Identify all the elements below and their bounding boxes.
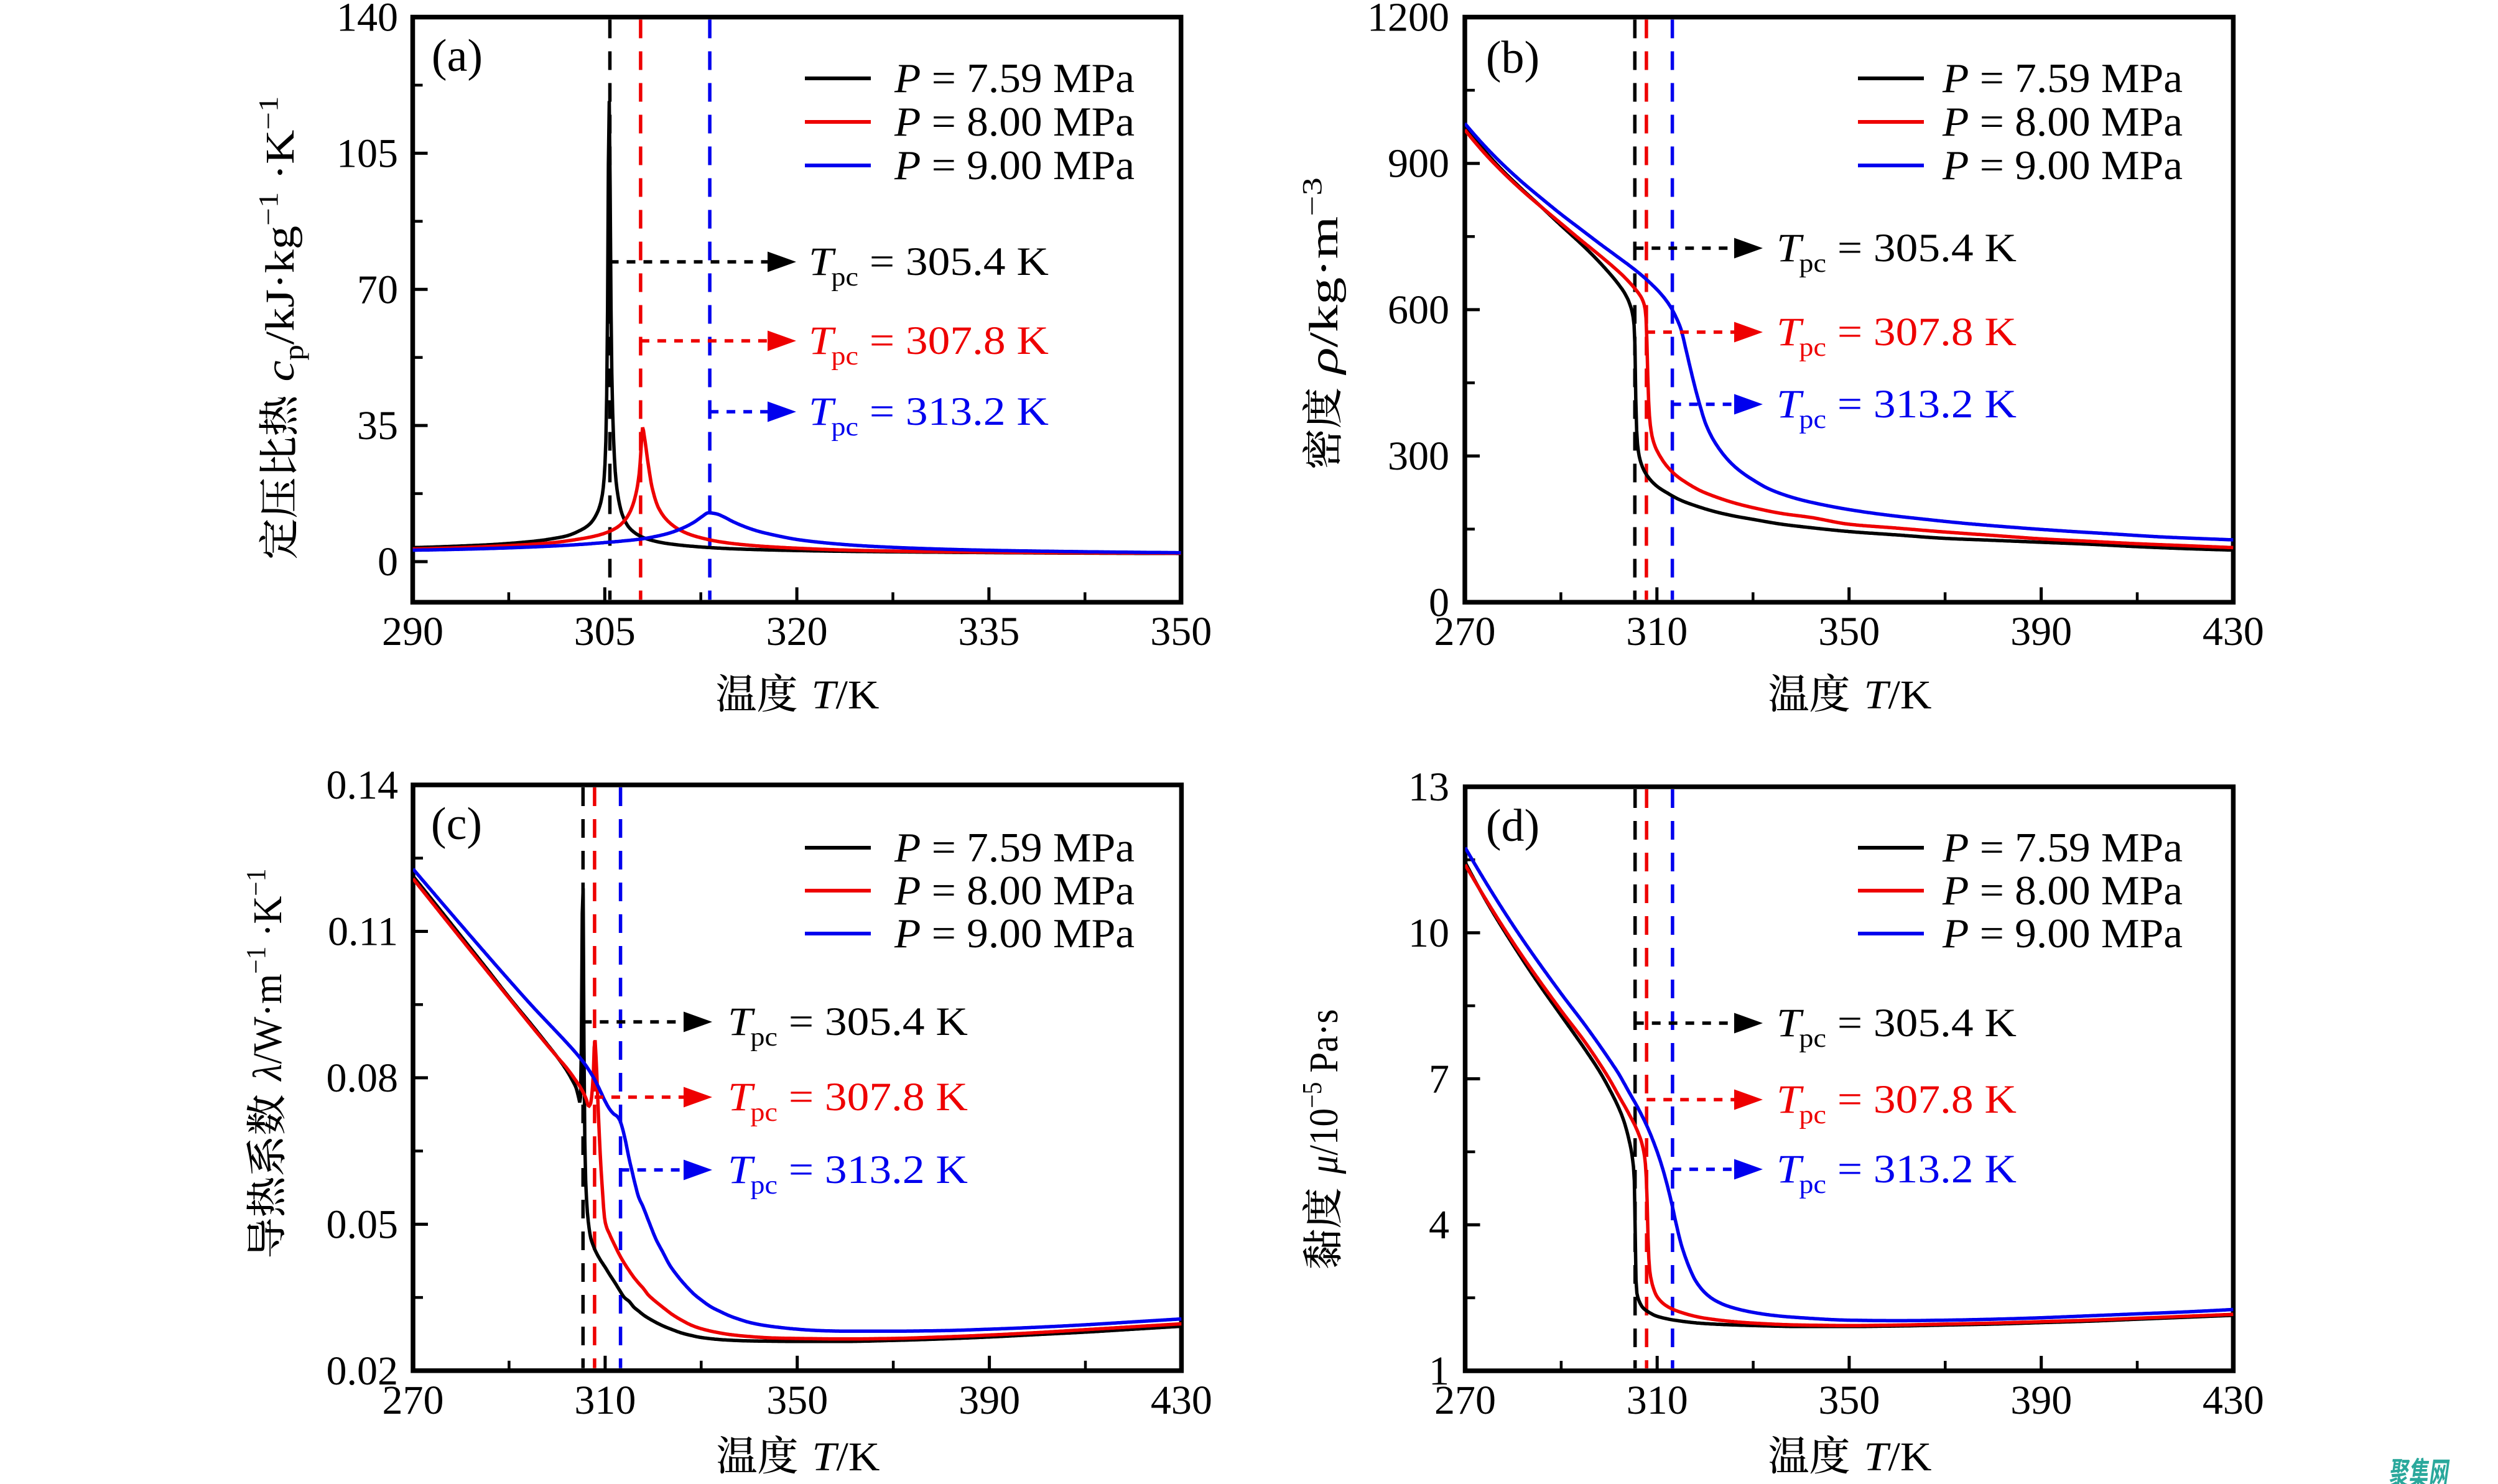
svg-text:Tpc = 307.8 K: Tpc = 307.8 K — [1776, 310, 2017, 362]
svg-text:(c): (c) — [431, 799, 482, 850]
svg-text:4: 4 — [1429, 1202, 1449, 1248]
svg-text:P = 9.00 MPa: P = 9.00 MPa — [1942, 142, 2183, 188]
svg-text:350: 350 — [1818, 609, 1880, 654]
svg-text:390: 390 — [959, 1378, 1020, 1423]
svg-text:(d): (d) — [1486, 800, 1539, 851]
svg-text:350: 350 — [1818, 1378, 1880, 1423]
svg-text:P = 8.00 MPa: P = 8.00 MPa — [894, 99, 1135, 145]
svg-text:320: 320 — [766, 609, 828, 654]
svg-text:P = 7.59 MPa: P = 7.59 MPa — [1942, 55, 2183, 101]
svg-text:Tpc = 307.8 K: Tpc = 307.8 K — [728, 1075, 968, 1127]
svg-text:430: 430 — [2203, 1378, 2264, 1423]
svg-text:1: 1 — [1429, 1348, 1449, 1394]
svg-text:105: 105 — [337, 131, 398, 176]
svg-text:P = 9.00 MPa: P = 9.00 MPa — [894, 142, 1135, 188]
svg-text:35: 35 — [357, 403, 398, 448]
svg-text:140: 140 — [337, 0, 398, 40]
svg-text:390: 390 — [2010, 609, 2072, 654]
svg-text:70: 70 — [357, 267, 398, 312]
svg-text:(b): (b) — [1486, 32, 1539, 83]
svg-text:P = 9.00 MPa: P = 9.00 MPa — [894, 911, 1135, 957]
svg-text:λ/W·m−1 ·K−1: λ/W·m−1 ·K−1 — [241, 869, 290, 1082]
svg-text:13: 13 — [1408, 764, 1449, 810]
svg-text:μ/10−5 Pa·s: μ/10−5 Pa·s — [1297, 1009, 1347, 1175]
svg-text:0: 0 — [1429, 580, 1449, 625]
svg-text:Tpc = 305.4 K: Tpc = 305.4 K — [809, 239, 1049, 292]
svg-text:600: 600 — [1388, 287, 1449, 333]
svg-text:270: 270 — [383, 1378, 444, 1423]
svg-text:430: 430 — [2203, 609, 2264, 654]
svg-text:cp/kJ·kg−1 ·K−1: cp/kJ·kg−1 ·K−1 — [253, 96, 309, 382]
svg-text:290: 290 — [382, 609, 443, 654]
svg-text:0.08: 0.08 — [327, 1055, 399, 1101]
svg-text:T/K: T/K — [1864, 1434, 1932, 1480]
svg-text:(a): (a) — [432, 30, 483, 81]
svg-text:310: 310 — [574, 1378, 636, 1423]
svg-text:0.14: 0.14 — [327, 763, 399, 808]
svg-text:P = 8.00 MPa: P = 8.00 MPa — [894, 868, 1135, 914]
svg-text:350: 350 — [1150, 609, 1212, 654]
svg-text:Tpc = 305.4 K: Tpc = 305.4 K — [1776, 226, 2017, 278]
svg-text:0.05: 0.05 — [327, 1202, 399, 1247]
svg-text:310: 310 — [1627, 1378, 1688, 1423]
svg-text:Tpc = 307.8 K: Tpc = 307.8 K — [809, 318, 1049, 371]
svg-text:Tpc = 313.2 K: Tpc = 313.2 K — [1776, 1147, 2017, 1199]
svg-text:7: 7 — [1429, 1057, 1449, 1102]
svg-text:310: 310 — [1626, 609, 1688, 654]
svg-text:ρ/kg·m−3: ρ/kg·m−3 — [1297, 177, 1347, 376]
svg-text:P = 7.59 MPa: P = 7.59 MPa — [894, 825, 1135, 871]
svg-text:Tpc = 307.8 K: Tpc = 307.8 K — [1776, 1077, 2017, 1129]
svg-text:Tpc = 313.2 K: Tpc = 313.2 K — [1776, 382, 2017, 434]
svg-text:Tpc = 305.4 K: Tpc = 305.4 K — [728, 999, 968, 1052]
svg-text:900: 900 — [1388, 141, 1449, 187]
svg-text:P = 7.59 MPa: P = 7.59 MPa — [1942, 825, 2183, 871]
svg-text:T/K: T/K — [812, 1434, 880, 1480]
svg-text:270: 270 — [1434, 1378, 1496, 1423]
svg-text:335: 335 — [958, 609, 1019, 654]
svg-text:0.11: 0.11 — [328, 909, 398, 955]
svg-text:Tpc = 313.2 K: Tpc = 313.2 K — [809, 389, 1049, 442]
svg-text:T/K: T/K — [1864, 672, 1932, 718]
svg-text:350: 350 — [766, 1378, 828, 1423]
svg-text:T/K: T/K — [812, 672, 880, 718]
svg-text:305: 305 — [574, 609, 636, 654]
svg-text:10: 10 — [1408, 911, 1449, 956]
svg-text:270: 270 — [1434, 609, 1496, 654]
svg-text:P = 8.00 MPa: P = 8.00 MPa — [1942, 99, 2183, 145]
svg-text:P = 7.59 MPa: P = 7.59 MPa — [894, 55, 1135, 101]
svg-text:0: 0 — [378, 539, 398, 585]
svg-text:300: 300 — [1388, 434, 1449, 479]
svg-text:P = 8.00 MPa: P = 8.00 MPa — [1942, 868, 2183, 914]
svg-text:0.02: 0.02 — [327, 1348, 399, 1394]
svg-text:390: 390 — [2010, 1378, 2072, 1423]
svg-text:Tpc = 305.4 K: Tpc = 305.4 K — [1776, 1001, 2017, 1053]
svg-text:Tpc = 313.2 K: Tpc = 313.2 K — [728, 1148, 968, 1200]
svg-text:1200: 1200 — [1367, 0, 1449, 40]
svg-text:430: 430 — [1151, 1378, 1212, 1423]
svg-text:P = 9.00 MPa: P = 9.00 MPa — [1942, 911, 2183, 957]
